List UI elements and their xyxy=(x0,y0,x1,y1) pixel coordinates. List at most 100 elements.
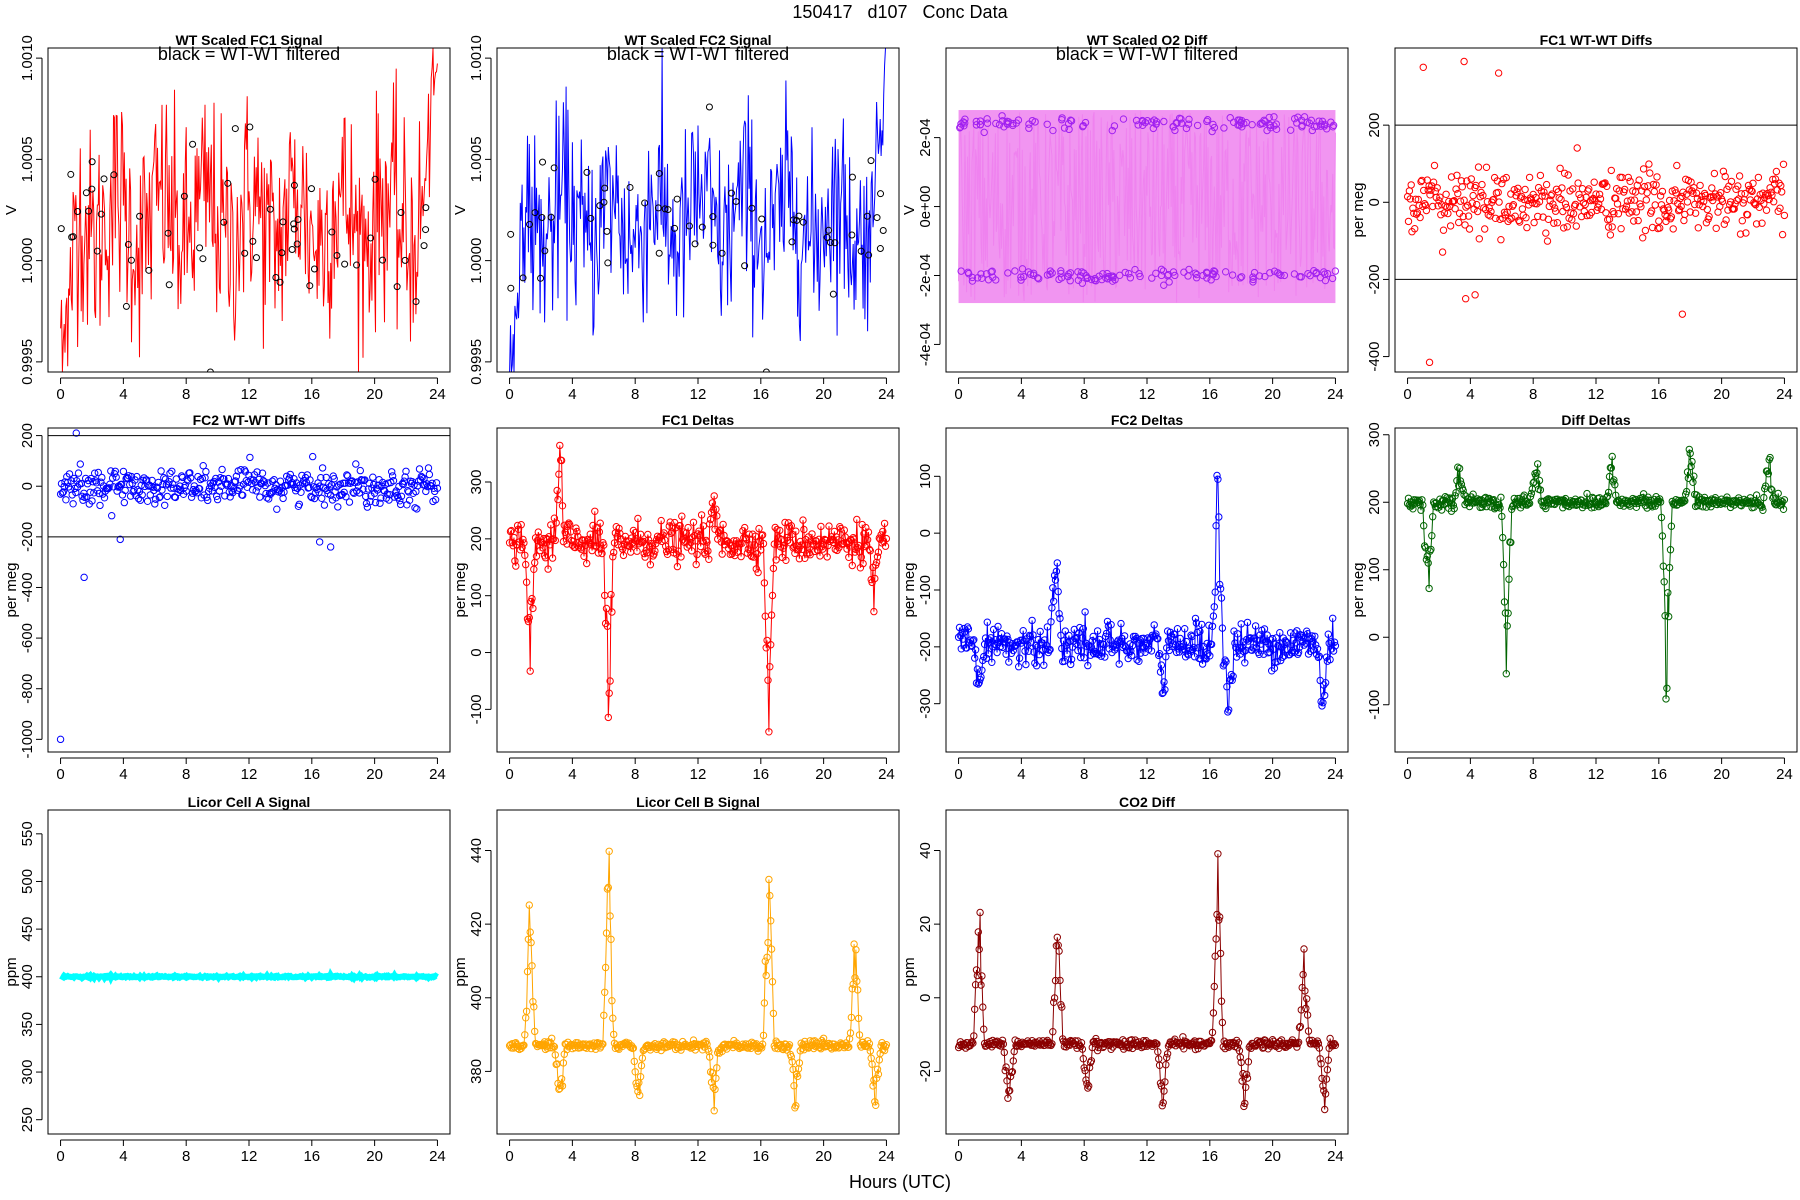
data-point xyxy=(1326,1034,1334,1043)
x-tick-label: 24 xyxy=(1776,386,1793,403)
data-point xyxy=(1304,1027,1313,1035)
data-point xyxy=(1032,641,1040,650)
data-point xyxy=(1607,166,1616,175)
data-point-filtered xyxy=(367,234,375,242)
data-point xyxy=(1569,209,1578,218)
data-point xyxy=(221,492,229,500)
data-point xyxy=(1028,616,1036,625)
data-point xyxy=(146,491,155,499)
data-point xyxy=(608,997,616,1005)
data-point xyxy=(1660,578,1668,586)
data-point xyxy=(757,1042,765,1051)
data-point xyxy=(1635,176,1643,184)
data-point xyxy=(997,642,1005,651)
data-point xyxy=(253,468,261,476)
data-point xyxy=(1455,464,1464,473)
data-point xyxy=(998,112,1006,120)
data-point-filtered xyxy=(526,220,534,228)
data-point-filtered xyxy=(220,218,228,226)
data-point xyxy=(1049,1028,1057,1036)
data-point-filtered xyxy=(412,298,420,306)
data-point xyxy=(1603,182,1611,191)
data-point xyxy=(1667,522,1676,530)
data-point-filtered xyxy=(718,249,726,257)
data-point xyxy=(1043,623,1052,631)
data-point xyxy=(1747,186,1755,195)
data-point xyxy=(1032,662,1041,670)
data-point xyxy=(108,512,116,520)
data-point xyxy=(334,503,342,511)
plot-area-wt-o2 xyxy=(956,110,1340,304)
data-point xyxy=(607,590,615,599)
data-point xyxy=(767,611,776,619)
data-point xyxy=(599,1040,607,1048)
data-point xyxy=(984,650,992,658)
data-point xyxy=(1304,270,1312,278)
data-point xyxy=(532,552,541,560)
data-point xyxy=(766,663,774,671)
data-point xyxy=(965,269,973,278)
data-point-filtered xyxy=(241,249,249,257)
data-point xyxy=(1438,248,1447,256)
data-point xyxy=(1303,1011,1312,1019)
data-point xyxy=(644,530,652,539)
data-point xyxy=(1025,631,1034,640)
data-point xyxy=(1454,189,1462,198)
data-point xyxy=(1237,273,1246,281)
panel-title: FC1 WT-WT Diffs xyxy=(1540,32,1653,48)
data-point xyxy=(522,560,530,569)
data-point xyxy=(1213,471,1221,480)
data-point xyxy=(1246,634,1254,642)
data-point-filtered xyxy=(110,171,118,179)
data-point xyxy=(1448,198,1457,206)
data-point xyxy=(1780,496,1789,504)
data-point xyxy=(713,512,721,520)
data-point xyxy=(847,1013,856,1022)
data-point xyxy=(520,539,528,547)
data-point xyxy=(1147,647,1156,655)
data-point xyxy=(873,553,882,561)
data-point xyxy=(1456,197,1465,205)
data-point xyxy=(1419,501,1427,509)
data-point xyxy=(764,676,772,684)
data-point xyxy=(272,481,280,489)
data-point xyxy=(1064,272,1072,281)
data-point xyxy=(766,891,774,900)
data-point xyxy=(265,495,273,503)
page-title: 150417 d107 Conc Data xyxy=(792,2,1008,22)
data-point xyxy=(976,117,985,125)
data-point xyxy=(540,534,548,543)
data-point xyxy=(1465,225,1474,233)
data-point-filtered xyxy=(290,181,298,189)
data-point xyxy=(1499,533,1507,542)
data-point xyxy=(1236,274,1244,282)
data-point xyxy=(529,998,537,1006)
data-point xyxy=(1467,175,1476,183)
data-point xyxy=(1139,117,1147,126)
data-point xyxy=(1571,200,1580,209)
data-point-filtered xyxy=(57,225,65,233)
data-point xyxy=(1658,187,1667,196)
data-point xyxy=(1758,503,1766,511)
data-point-filtered xyxy=(294,215,302,223)
data-point xyxy=(1481,225,1489,233)
data-point xyxy=(1421,201,1430,210)
data-point xyxy=(389,477,398,485)
data-point xyxy=(1022,660,1030,669)
data-point xyxy=(705,555,713,563)
data-point xyxy=(156,493,164,501)
x-tick-label: 20 xyxy=(366,386,383,403)
data-point xyxy=(168,467,176,475)
data-point xyxy=(1060,124,1069,132)
data-point xyxy=(1163,1053,1171,1062)
data-point xyxy=(1030,269,1038,278)
data-point xyxy=(1622,202,1631,210)
data-point xyxy=(1054,587,1062,596)
y-tick-label: 400 xyxy=(19,964,36,989)
y-tick-label: -100 xyxy=(1366,690,1383,720)
data-point xyxy=(1466,182,1475,190)
data-point-filtered xyxy=(279,218,287,226)
data-point xyxy=(1653,173,1661,181)
data-point-filtered xyxy=(88,158,96,166)
